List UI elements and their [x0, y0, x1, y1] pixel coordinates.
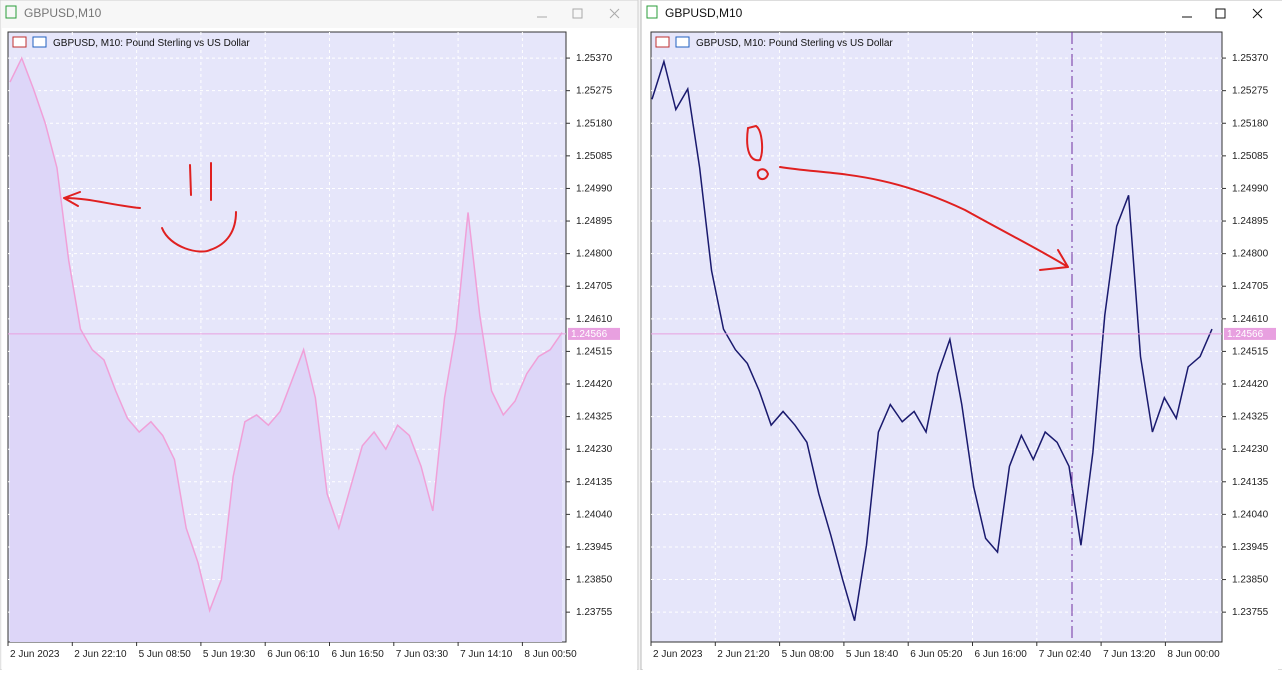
chart-header: GBPUSD, M10: Pound Sterling vs US Dollar — [696, 38, 893, 49]
y-tick-label: 1.23755 — [576, 607, 613, 618]
plot-area — [650, 31, 1223, 643]
y-tick-label: 1.24040 — [576, 509, 613, 520]
close-button[interactable] — [609, 8, 620, 19]
y-tick-label: 1.25085 — [1232, 151, 1269, 162]
y-tick-label: 1.24990 — [1232, 183, 1269, 194]
current-price-box — [1224, 327, 1276, 340]
x-tick-label: 2 Jun 2023 — [653, 649, 703, 660]
y-tick-label: 1.25370 — [1232, 53, 1269, 64]
price-area — [10, 58, 562, 643]
y-tick-label: 1.24420 — [576, 379, 613, 390]
y-tick-label: 1.23945 — [576, 542, 613, 553]
x-tick-label: 5 Jun 18:40 — [846, 649, 899, 660]
x-tick-label: 2 Jun 22:10 — [74, 649, 127, 660]
header-icon — [655, 36, 670, 48]
window-icon — [646, 5, 658, 19]
y-tick-label: 1.24420 — [1232, 379, 1269, 390]
header-icon — [675, 36, 690, 48]
y-tick-label: 1.24515 — [576, 346, 613, 357]
y-tick-label: 1.24895 — [1232, 216, 1269, 227]
x-tick-label: 7 Jun 03:30 — [396, 649, 449, 660]
y-tick-label: 1.23945 — [1232, 542, 1269, 553]
y-tick-label: 1.25275 — [576, 86, 613, 97]
y-tick-label: 1.25180 — [576, 118, 613, 129]
current-price-box — [568, 327, 620, 340]
x-tick-label: 8 Jun 00:50 — [524, 649, 577, 660]
y-tick-label: 1.24800 — [1232, 249, 1269, 260]
y-tick-label: 1.24325 — [576, 412, 613, 423]
y-tick-label: 1.25275 — [1232, 86, 1269, 97]
y-tick-label: 1.24040 — [1232, 509, 1269, 520]
window-icon — [5, 5, 17, 19]
x-tick-label: 6 Jun 06:10 — [267, 649, 320, 660]
x-tick-label: 7 Jun 13:20 — [1103, 649, 1156, 660]
current-price-label: 1.24566 — [571, 329, 608, 340]
y-tick-label: 1.24515 — [1232, 346, 1269, 357]
x-tick-label: 2 Jun 21:20 — [717, 649, 770, 660]
chart-header: GBPUSD, M10: Pound Sterling vs US Dollar — [53, 38, 250, 49]
header-icon — [32, 36, 47, 48]
y-tick-label: 1.23755 — [1232, 607, 1269, 618]
y-tick-label: 1.25085 — [576, 151, 613, 162]
x-tick-label: 5 Jun 08:00 — [782, 649, 835, 660]
y-tick-label: 1.24610 — [1232, 314, 1269, 325]
y-tick-label: 1.24325 — [1232, 412, 1269, 423]
y-tick-label: 1.24610 — [576, 314, 613, 325]
y-tick-label: 1.24705 — [576, 281, 613, 292]
price-line — [9, 56, 563, 613]
window-title: GBPUSD,M10 — [24, 6, 102, 20]
maximize-button[interactable] — [572, 8, 583, 19]
y-tick-label: 1.24800 — [576, 249, 613, 260]
y-tick-label: 1.24990 — [576, 183, 613, 194]
x-tick-label: 7 Jun 02:40 — [1039, 649, 1092, 660]
header-icon — [12, 36, 27, 48]
x-tick-label: 6 Jun 16:50 — [332, 649, 385, 660]
x-tick-label: 6 Jun 16:00 — [975, 649, 1028, 660]
y-tick-label: 1.24135 — [576, 477, 613, 488]
y-tick-label: 1.25370 — [576, 53, 613, 64]
y-tick-label: 1.24895 — [576, 216, 613, 227]
window-title: GBPUSD,M10 — [665, 6, 743, 20]
y-tick-label: 1.23850 — [1232, 575, 1269, 586]
y-tick-label: 1.24230 — [1232, 444, 1269, 455]
y-tick-label: 1.23850 — [576, 575, 613, 586]
annotation — [63, 124, 1069, 271]
x-tick-label: 8 Jun 00:00 — [1167, 649, 1220, 660]
close-button[interactable] — [1252, 8, 1263, 19]
maximize-button[interactable] — [1215, 8, 1226, 19]
x-tick-label: 5 Jun 08:50 — [139, 649, 192, 660]
price-line — [651, 58, 1213, 621]
y-tick-label: 1.24705 — [1232, 281, 1269, 292]
x-tick-label: 7 Jun 14:10 — [460, 649, 513, 660]
y-tick-label: 1.24230 — [576, 444, 613, 455]
current-price-label: 1.24566 — [1227, 329, 1264, 340]
x-tick-label: 2 Jun 2023 — [10, 649, 60, 660]
x-tick-label: 5 Jun 19:30 — [203, 649, 256, 660]
y-tick-label: 1.24135 — [1232, 477, 1269, 488]
y-tick-label: 1.25180 — [1232, 118, 1269, 129]
x-tick-label: 6 Jun 05:20 — [910, 649, 963, 660]
